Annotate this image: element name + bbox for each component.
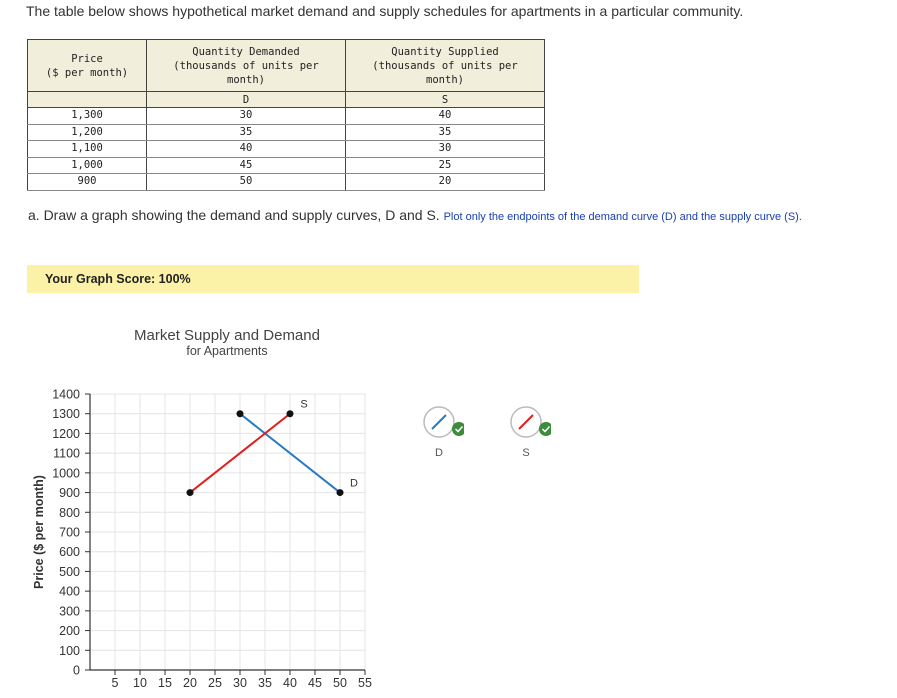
x-tick-label: 50 (333, 676, 347, 690)
chart-subtitle: for Apartments (186, 344, 267, 358)
intro-text: The table below shows hypothetical marke… (26, 3, 744, 19)
y-tick-label: 1200 (52, 427, 80, 441)
y-tick-label: 300 (59, 604, 80, 618)
y-tick-label: 1100 (53, 447, 80, 461)
subheader-price (27, 91, 147, 108)
header-qd-line-2: (thousands of units per (173, 59, 319, 72)
table-header-row: Price ($ per month) Quantity Demanded (t… (27, 39, 545, 92)
qs-cell: 25 (345, 156, 545, 174)
table-row: 1,200 35 35 (27, 123, 545, 141)
header-qs-line-1: Quantity Supplied (391, 45, 499, 58)
qs-cell: 30 (345, 140, 545, 158)
y-tick-label: 0 (73, 664, 80, 678)
schedule-table: Price ($ per month) Quantity Demanded (t… (27, 39, 545, 191)
score-banner: Your Graph Score: 100% (27, 265, 639, 293)
header-qd-line-1: Quantity Demanded (192, 45, 300, 58)
x-tick-label: 40 (283, 676, 297, 690)
qd-cell: 35 (146, 123, 346, 141)
x-tick-label: 20 (183, 676, 197, 690)
y-tick-label: 1300 (52, 407, 80, 421)
header-qs-line-2: (thousands of units per (372, 59, 518, 72)
y-tick-label: 600 (59, 545, 80, 559)
y-tick-label: 700 (59, 526, 80, 540)
header-price-line-1: Price (71, 52, 103, 65)
legend-label-d: D (435, 447, 443, 459)
price-cell: 1,200 (27, 123, 147, 141)
question-hint: Plot only the endpoints of the demand cu… (443, 211, 802, 223)
series-label-d: D (350, 478, 358, 490)
header-price-line-2: ($ per month) (45, 66, 129, 79)
series-point-s[interactable] (286, 410, 294, 418)
supply-line-tool-icon[interactable] (501, 402, 553, 442)
qs-cell: 35 (345, 123, 545, 141)
y-tick-label: 100 (59, 644, 80, 658)
qd-cell: 50 (146, 173, 346, 191)
table-row: 900 50 20 (27, 173, 545, 191)
chart-ticks: 0 100 200 300 400 500 600 700 800 900 1000 1100 1200… (52, 388, 372, 691)
subheader-s: S (345, 91, 545, 108)
price-cell: 1,300 (27, 107, 147, 125)
score-label: Your Graph Score: 100% (45, 272, 191, 286)
series-label-s: S (300, 399, 307, 411)
x-tick-label: 10 (133, 676, 147, 690)
legend-label-s: S (522, 447, 530, 459)
question-text: a. Draw a graph showing the demand and s… (28, 207, 440, 223)
qd-cell: 40 (146, 140, 346, 158)
check-icon (539, 422, 553, 436)
qs-cell: 20 (345, 173, 545, 191)
x-tick-label: 45 (308, 676, 322, 690)
chart-series[interactable]: DS (186, 399, 359, 497)
series-point-s[interactable] (186, 489, 194, 497)
x-tick-label: 15 (158, 676, 172, 690)
series-line-s[interactable] (189, 412, 291, 494)
qd-cell: 45 (146, 156, 346, 174)
y-tick-label: 800 (59, 506, 80, 520)
check-icon (452, 422, 466, 436)
y-tick-label: 1000 (52, 466, 80, 480)
series-line-d[interactable] (239, 412, 341, 494)
chart-title: Market Supply and Demand (134, 327, 320, 344)
qs-cell: 40 (345, 107, 545, 125)
chart-grid (90, 393, 366, 670)
y-tick-label: 400 (59, 585, 80, 599)
table-row: 1,100 40 30 (27, 140, 545, 158)
question-a: a. Draw a graph showing the demand and s… (28, 207, 802, 223)
table-subheader-row: D S (27, 91, 545, 108)
x-tick-label: 35 (258, 676, 272, 690)
price-cell: 900 (27, 173, 147, 191)
x-tick-label: 5 (112, 676, 119, 690)
y-tick-label: 500 (59, 565, 80, 579)
chart-ylabel: Price ($ per month) (32, 475, 46, 589)
legend-item-s[interactable]: S (501, 402, 553, 459)
price-cell: 1,000 (27, 156, 147, 174)
header-quantity-demanded: Quantity Demanded (thousands of units pe… (146, 39, 346, 92)
table-row: 1,300 30 40 (27, 107, 545, 125)
header-qs-line-3: month) (426, 73, 464, 86)
series-point-d[interactable] (236, 410, 244, 418)
subheader-d: D (146, 91, 346, 108)
x-tick-label: 25 (208, 676, 222, 690)
x-tick-label: 55 (358, 676, 372, 690)
header-quantity-supplied: Quantity Supplied (thousands of units pe… (345, 39, 545, 92)
legend-item-d[interactable]: D (414, 402, 466, 459)
y-tick-label: 200 (59, 624, 80, 638)
y-tick-label: 900 (59, 486, 80, 500)
y-tick-label: 1400 (52, 388, 80, 402)
table-row: 1,000 45 25 (27, 156, 545, 174)
series-point-d[interactable] (336, 489, 344, 497)
demand-line-tool-icon[interactable] (414, 402, 466, 442)
x-tick-label: 30 (233, 676, 247, 690)
header-qd-line-3: month) (227, 73, 265, 86)
